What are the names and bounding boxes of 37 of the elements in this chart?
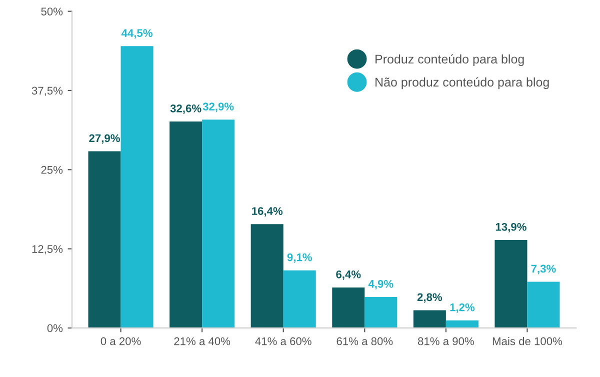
data-label: 7,3% — [531, 264, 556, 274]
data-label: 9,1% — [287, 253, 312, 263]
bar — [364, 296, 398, 328]
data-label: 1,2% — [450, 303, 475, 313]
x-tick-label: 21% a 40% — [174, 337, 230, 346]
x-tick-label: 61% a 80% — [336, 337, 393, 346]
data-label: 2,8% — [417, 293, 442, 303]
bar — [250, 224, 284, 328]
bar — [88, 151, 121, 328]
y-tick-label: 50% — [41, 8, 63, 16]
x-tick-label: 41% a 60% — [255, 337, 312, 346]
data-label: 27,9% — [89, 134, 120, 144]
bar — [494, 240, 528, 328]
bar — [332, 287, 365, 328]
bar — [283, 270, 316, 328]
y-tick-label: 12,5% — [32, 245, 63, 254]
data-label: 32,6% — [170, 104, 202, 114]
x-tick-label: Mais de 100% — [492, 337, 562, 346]
bar — [170, 122, 202, 328]
data-label: 44,5% — [121, 29, 152, 39]
x-tick-label: 0 a 20% — [100, 337, 141, 346]
bar — [527, 282, 560, 328]
y-tick-label: 25% — [41, 166, 63, 174]
y-tick-label: 0% — [47, 324, 63, 332]
bar — [446, 320, 478, 328]
data-label: 6,4% — [336, 270, 361, 280]
legend-label: Não produz conteúdo para blog — [376, 77, 549, 90]
y-tick-label: 37,5% — [32, 86, 63, 96]
bar — [413, 310, 446, 328]
legend-label: Produz conteúdo para blog — [376, 54, 524, 66]
x-tick-label: 81% a 90% — [418, 337, 474, 346]
data-label: 4,9% — [368, 280, 394, 290]
data-label: 16,4% — [252, 207, 283, 217]
data-label: 32,9% — [202, 102, 234, 112]
bar — [202, 120, 235, 328]
bar — [120, 46, 154, 328]
data-label: 13,9% — [496, 222, 526, 232]
